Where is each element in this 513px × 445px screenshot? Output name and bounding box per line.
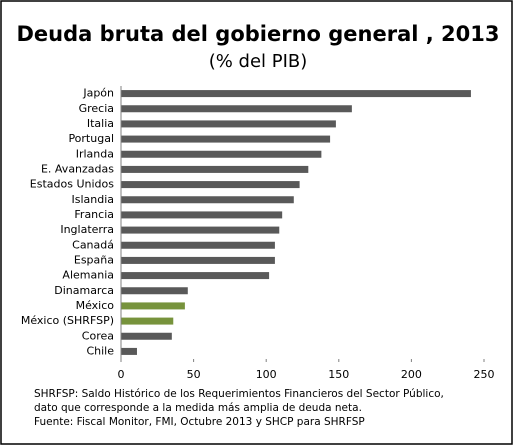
- bar: [121, 272, 270, 280]
- bar: [121, 256, 275, 264]
- footnote: dato que corresponde a la medida más amp…: [34, 402, 362, 414]
- footnote: Fuente: Fiscal Monitor, FMI, Octubre 201…: [34, 416, 365, 428]
- bar: [121, 287, 188, 295]
- y-tick-label: Francia: [74, 208, 114, 221]
- bar: [121, 196, 294, 204]
- bar: [121, 181, 300, 189]
- bar: [121, 105, 352, 113]
- y-tick-label: Dinamarca: [54, 284, 114, 297]
- bar: [121, 226, 280, 234]
- x-tick-label: 0: [118, 368, 125, 381]
- y-tick-label: España: [74, 253, 114, 266]
- y-tick-label: Irlanda: [76, 147, 114, 160]
- y-tick-label: Inglaterra: [60, 223, 114, 236]
- chart-title: Deuda bruta del gobierno general , 2013: [17, 22, 500, 46]
- x-tick-label: 250: [474, 368, 495, 381]
- y-tick-label: Italia: [87, 117, 114, 130]
- y-tick-label: Islandia: [71, 193, 114, 206]
- y-tick-label: E. Avanzadas: [41, 162, 114, 175]
- bar: [121, 135, 331, 143]
- bar: [121, 120, 336, 128]
- x-tick-label: 100: [256, 368, 277, 381]
- y-tick-label: Corea: [82, 329, 114, 342]
- bar: [121, 332, 172, 340]
- y-tick-label: México (SHRFSP): [21, 314, 114, 327]
- y-tick-label: Alemania: [62, 269, 114, 282]
- y-tick-label: Canadá: [72, 238, 114, 251]
- bar: [121, 241, 275, 249]
- footnote: SHRFSP: Saldo Histórico de los Requerimi…: [34, 388, 444, 400]
- y-tick-label: México: [76, 299, 115, 312]
- bar: [121, 317, 174, 325]
- y-tick-label: Portugal: [68, 132, 114, 145]
- x-tick-label: 150: [328, 368, 349, 381]
- y-tick-label: Estados Unidos: [30, 178, 114, 191]
- y-tick-label: Grecia: [79, 102, 114, 115]
- x-tick-label: 200: [401, 368, 422, 381]
- bar: [121, 150, 322, 158]
- bar: [121, 302, 185, 310]
- y-tick-label: Japón: [82, 87, 114, 100]
- chart-subtitle: (% del PIB): [209, 51, 308, 72]
- y-tick-label: Chile: [86, 344, 114, 357]
- bar: [121, 165, 309, 173]
- bar: [121, 347, 137, 355]
- bar: [121, 211, 283, 219]
- x-tick-label: 50: [187, 368, 201, 381]
- bar: [121, 90, 471, 98]
